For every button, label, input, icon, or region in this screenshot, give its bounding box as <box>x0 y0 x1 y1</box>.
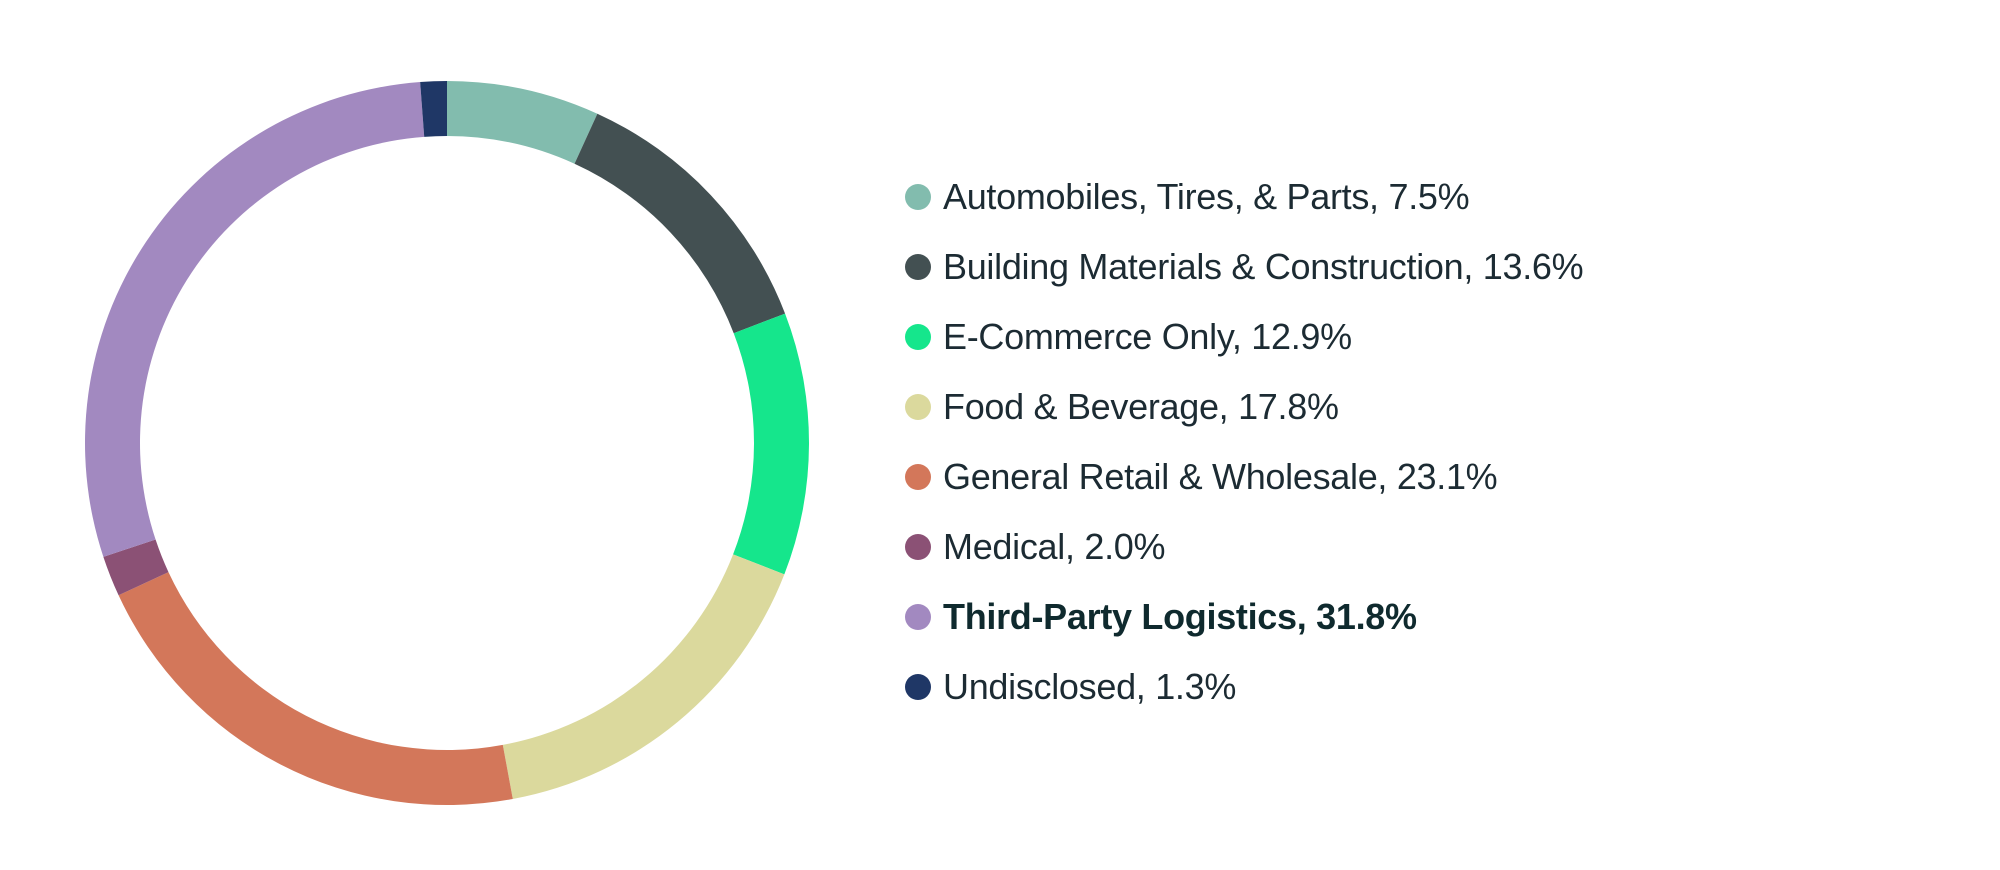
legend-label: Undisclosed, 1.3% <box>943 666 1237 707</box>
pie-slice-building-materials-construction <box>574 113 786 334</box>
legend-item-building-materials-construction: Building Materials & Construction, 13.6% <box>905 232 1584 302</box>
legend-item-undisclosed: Undisclosed, 1.3% <box>905 652 1583 722</box>
legend-label: Automobiles, Tires, & Parts, 7.5% <box>943 176 1470 217</box>
chart-legend: Automobiles, Tires, & Parts, 7.5% Buildin… <box>905 162 1584 722</box>
legend-swatch-icon <box>905 534 931 560</box>
pie-slice-general-retail-wholesale <box>118 572 513 805</box>
legend-swatch-icon <box>905 394 931 420</box>
legend-label: Medical, 2.0% <box>943 526 1166 567</box>
legend-item-third-party-logistics: Third-Party Logistics, 31.8% <box>905 582 1583 652</box>
pie-slice-e-commerce-only <box>733 313 810 575</box>
legend-swatch-icon <box>905 464 931 490</box>
legend-label: General Retail & Wholesale, 23.1% <box>943 456 1498 497</box>
legend-item-automobiles-tires-parts: Automobiles, Tires, & Parts, 7.5% <box>905 162 1583 232</box>
legend-swatch-icon <box>905 674 931 700</box>
legend-swatch-icon <box>905 604 931 630</box>
pie-slice-automobiles-tires-parts <box>447 81 598 164</box>
pie-slice-food-beverage <box>502 554 785 799</box>
legend-label: E-Commerce Only, 12.9% <box>943 316 1352 357</box>
legend-swatch-icon <box>905 324 931 350</box>
legend-label: Food & Beverage, 17.8% <box>943 386 1339 427</box>
pie-slice-third-party-logistics <box>84 81 425 557</box>
legend-item-medical: Medical, 2.0% <box>905 512 1583 582</box>
donut-chart-ring <box>84 81 810 805</box>
legend-item-e-commerce-only: E-Commerce Only, 12.9% <box>905 302 1583 372</box>
legend-item-food-beverage: Food & Beverage, 17.8% <box>905 372 1583 442</box>
legend-item-general-retail-wholesale: General Retail & Wholesale, 23.1% <box>905 442 1583 512</box>
pie-slice-medical <box>103 539 169 596</box>
legend-swatch-icon <box>905 254 931 280</box>
legend-swatch-icon <box>905 184 931 210</box>
pie-slice-undisclosed <box>420 81 447 137</box>
legend-label: Third-Party Logistics, 31.8% <box>943 596 1417 637</box>
legend-label: Building Materials & Construction, 13.6% <box>943 246 1584 287</box>
